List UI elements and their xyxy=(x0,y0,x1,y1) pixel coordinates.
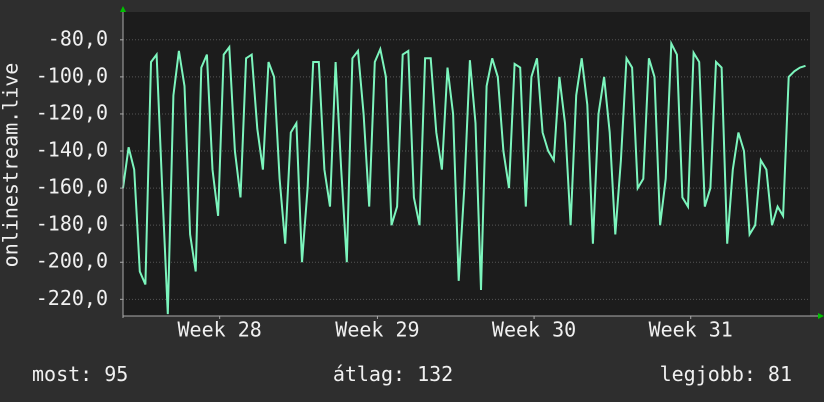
axis-arrow xyxy=(120,6,126,12)
y-tick-label: -80,0 xyxy=(48,26,108,50)
stat-value: 95 xyxy=(104,362,128,386)
stat-label: legjobb: xyxy=(660,362,756,386)
stat: legjobb: 81 xyxy=(660,362,792,386)
stat-label: most: xyxy=(32,362,92,386)
labels: -80,0 -100,0 -120,0 -140,0 -160,0 -180,0 -200,… xyxy=(36,26,733,341)
y-tick-label: -140,0 xyxy=(36,138,108,162)
x-tick-label: Week 31 xyxy=(649,318,733,342)
grid xyxy=(120,39,810,319)
plot-area xyxy=(123,12,810,316)
axis-arrow xyxy=(818,313,824,319)
y-tick-label: -220,0 xyxy=(36,286,108,310)
y-tick-label: -160,0 xyxy=(36,175,108,199)
stat: most: 95 xyxy=(32,362,128,386)
data-line xyxy=(122,39,806,315)
stat-value: 81 xyxy=(768,362,792,386)
y-axis-label: onlinestream.live xyxy=(0,63,23,268)
stat-value: 132 xyxy=(417,362,453,386)
stat: átlag: 132 xyxy=(333,362,453,386)
marks xyxy=(122,39,806,315)
x-tick-label: Week 30 xyxy=(492,318,576,342)
y-tick-label: -200,0 xyxy=(36,249,108,273)
y-tick-label: -100,0 xyxy=(36,63,108,87)
stats: most: 95 átlag: 132 legjobb: 81 xyxy=(32,362,792,386)
y-tick-label: -120,0 xyxy=(36,100,108,124)
x-tick-label: Week 29 xyxy=(335,318,419,342)
stat-label: átlag: xyxy=(333,362,405,386)
y-tick-label: -180,0 xyxy=(36,212,108,236)
x-tick-label: Week 28 xyxy=(178,318,262,342)
